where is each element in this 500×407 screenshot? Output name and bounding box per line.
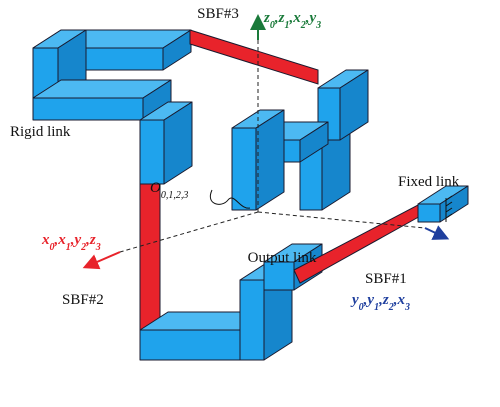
block-front <box>33 98 143 120</box>
y-axis-label: y0,y1,z2,x3 <box>350 292 410 313</box>
block-front <box>240 280 264 360</box>
x-axis-label: x0,x1,y2,z3 <box>41 232 101 253</box>
page: {"labels": {"sbf3": "SBF#3", "rigid_link… <box>0 0 500 402</box>
block-front <box>418 204 440 222</box>
axis-index: 3 <box>404 302 410 313</box>
block-side <box>256 110 284 210</box>
diagram: SBF#3 Rigid link Fixed link Output link … <box>0 0 500 402</box>
origin-sub: 0,1,2,3 <box>161 190 189 201</box>
axis-index: 3 <box>315 20 321 31</box>
mechanism <box>33 30 468 360</box>
block-front <box>232 128 256 210</box>
axis-symbol: y <box>73 232 82 248</box>
compliant-link <box>190 30 318 84</box>
z-axis-label: z0,z1,x2,y3 <box>263 10 321 31</box>
fixed-link-label: Fixed link <box>398 174 460 190</box>
origin-base: O <box>150 180 161 196</box>
axis-symbol: y <box>365 292 374 308</box>
block-front <box>140 120 164 184</box>
output-link-label: Output link <box>248 250 317 266</box>
sbf2-label: SBF#2 <box>62 292 104 308</box>
compliant-link <box>140 184 160 330</box>
sbf3-label: SBF#3 <box>197 6 239 22</box>
axis-symbol: y <box>307 10 316 26</box>
axis-symbol: y <box>350 292 359 308</box>
block-front <box>264 262 294 290</box>
sbf1-label: SBF#1 <box>365 271 407 287</box>
rigid-link-label: Rigid link <box>10 124 71 140</box>
axis-index: 3 <box>95 242 101 253</box>
